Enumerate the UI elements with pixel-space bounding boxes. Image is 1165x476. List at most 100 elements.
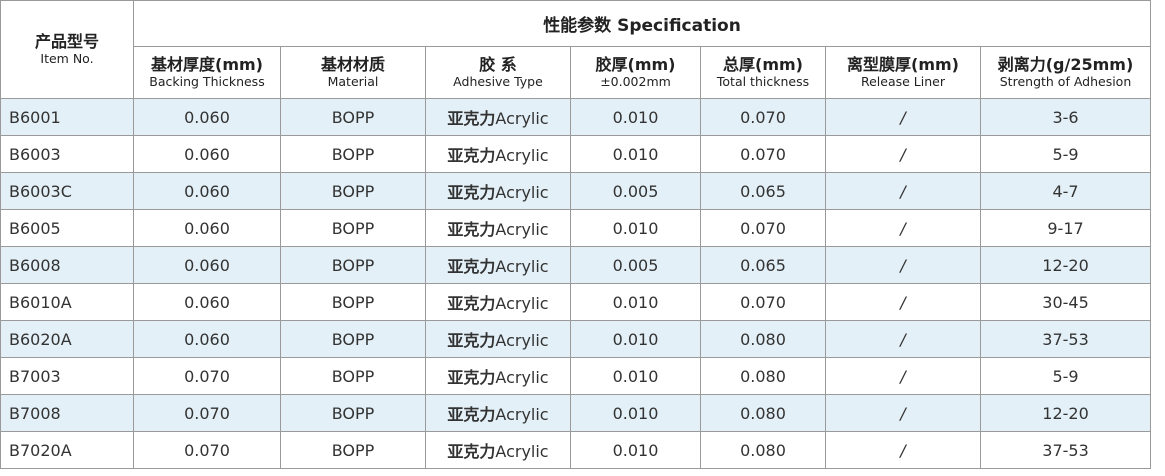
adhesive-cn: 亚克力 <box>447 257 496 276</box>
table-cell: B7020A <box>0 431 134 469</box>
table-cell: 亚克力Acrylic <box>425 209 571 247</box>
header-en: Adhesive Type <box>453 74 543 89</box>
table-row: B6020A 0.060 BOPP 亚克力Acrylic 0.010 0.080/37-5… <box>0 320 1152 358</box>
table-cell: 0.080 <box>700 357 826 395</box>
header-cn: 总厚(mm) <box>723 55 803 74</box>
table-row: B7003 0.070 BOPP 亚克力Acrylic 0.010 0.080/5-9 <box>0 357 1152 395</box>
adhesive-cn: 亚克力 <box>447 368 496 387</box>
item-header: 产品型号 Item No. <box>0 0 134 99</box>
table-row: B6003C 0.060 BOPP 亚克力Acrylic 0.005 0.065/4-7 <box>0 172 1152 210</box>
table-cell: 0.065 <box>700 172 826 210</box>
table-cell: 亚克力Acrylic <box>425 246 571 284</box>
table-cell: BOPP <box>280 431 426 469</box>
table-cell: BOPP <box>280 172 426 210</box>
table-cell: 0.010 <box>570 209 701 247</box>
table-cell: B6010A <box>0 283 134 321</box>
table-cell: 0.010 <box>570 320 701 358</box>
header-en: Backing Thickness <box>149 74 265 89</box>
table-cell: 37-53 <box>979 320 1152 358</box>
table-cell: / <box>825 431 981 469</box>
table-cell: 亚克力Acrylic <box>425 172 571 210</box>
adhesive-cn: 亚克力 <box>447 220 496 239</box>
table-cell: BOPP <box>280 246 426 284</box>
table-row: B7008 0.070 BOPP 亚克力Acrylic 0.010 0.080/12-20 <box>0 394 1152 432</box>
header-en: ±0.002mm <box>600 74 671 89</box>
adhesive-en: Acrylic <box>495 146 549 165</box>
header-cn: 基材厚度(mm) <box>151 55 263 74</box>
table-cell: 0.080 <box>700 431 826 469</box>
header-cn: 胶厚(mm) <box>595 55 676 74</box>
table-cell: 亚克力Acrylic <box>425 394 571 432</box>
adhesive-en: Acrylic <box>495 109 549 128</box>
table-row: B7020A 0.070 BOPP 亚克力Acrylic 0.010 0.080/37-5… <box>0 431 1152 469</box>
header-cn: 剥离力(g/25mm) <box>997 55 1134 74</box>
table-cell: 0.060 <box>133 283 281 321</box>
table-cell: 9-17 <box>979 209 1152 247</box>
table-cell: / <box>825 283 981 321</box>
table-cell: B7008 <box>0 394 134 432</box>
column-header: 基材材质 Material <box>280 46 426 99</box>
table-cell: / <box>825 172 981 210</box>
header-en: Total thickness <box>716 74 810 89</box>
table-cell: / <box>825 394 981 432</box>
adhesive-cn: 亚克力 <box>447 294 496 313</box>
spec-title: 性能参数 Specification <box>543 16 741 36</box>
table-cell: 0.010 <box>570 394 701 432</box>
column-header: 离型膜厚(mm) Release Liner <box>825 46 981 99</box>
column-header: 胶 系 Adhesive Type <box>425 46 571 99</box>
adhesive-cn: 亚克力 <box>447 146 496 165</box>
table-cell: BOPP <box>280 357 426 395</box>
table-cell: 0.080 <box>700 320 826 358</box>
table-cell: 0.070 <box>700 209 826 247</box>
table-cell: 0.060 <box>133 246 281 284</box>
table-cell: BOPP <box>280 283 426 321</box>
table-cell: B6008 <box>0 246 134 284</box>
adhesive-en: Acrylic <box>495 220 549 239</box>
table-cell: BOPP <box>280 394 426 432</box>
table-cell: 0.010 <box>570 283 701 321</box>
table-cell: B6005 <box>0 209 134 247</box>
table-cell: / <box>825 98 981 136</box>
header-row: 基材厚度(mm) Backing Thickness 基材材质 Material 胶 系… <box>1 46 1152 99</box>
table-cell: 亚克力Acrylic <box>425 431 571 469</box>
header-cn: 离型膜厚(mm) <box>847 55 959 74</box>
table-cell: 亚克力Acrylic <box>425 283 571 321</box>
table-header: 产品型号 Item No. 性能参数 Specification 基材厚度(mm… <box>0 0 1152 99</box>
spec-header: 性能参数 Specification <box>132 0 1152 47</box>
table-cell: BOPP <box>280 320 426 358</box>
header-en: Release Liner <box>860 74 945 89</box>
table-cell: 0.080 <box>700 394 826 432</box>
adhesive-en: Acrylic <box>495 442 549 461</box>
table-cell: 0.070 <box>133 357 281 395</box>
table-row: B6003 0.060 BOPP 亚克力Acrylic 0.010 0.070/5-9 <box>0 135 1152 173</box>
column-header: 基材厚度(mm) Backing Thickness <box>133 46 281 99</box>
column-header: 总厚(mm) Total thickness <box>700 46 826 99</box>
table-cell: 0.070 <box>133 394 281 432</box>
table-cell: 0.010 <box>570 135 701 173</box>
column-header: 剥离力(g/25mm) Strength of Adhesion <box>979 46 1152 99</box>
table-cell: B6020A <box>0 320 134 358</box>
header-cn: 胶 系 <box>479 55 517 74</box>
adhesive-cn: 亚克力 <box>447 405 496 424</box>
table-cell: 0.070 <box>700 98 826 136</box>
table-cell: 0.070 <box>133 431 281 469</box>
adhesive-en: Acrylic <box>495 257 549 276</box>
adhesive-en: Acrylic <box>495 294 549 313</box>
table-cell: 0.060 <box>133 98 281 136</box>
adhesive-cn: 亚克力 <box>447 331 496 350</box>
table-cell: 5-9 <box>979 357 1152 395</box>
table-row: B6010A 0.060 BOPP 亚克力Acrylic 0.010 0.070/30-4… <box>0 283 1152 321</box>
table-cell: 12-20 <box>979 394 1152 432</box>
table-cell: 亚克力Acrylic <box>425 320 571 358</box>
table-cell: 4-7 <box>979 172 1152 210</box>
table-row: B6008 0.060 BOPP 亚克力Acrylic 0.005 0.065/12-20 <box>0 246 1152 284</box>
table-cell: 5-9 <box>979 135 1152 173</box>
table-cell: 0.005 <box>570 172 701 210</box>
table-cell: BOPP <box>280 209 426 247</box>
header-row: 产品型号 Item No. 性能参数 Specification <box>0 0 1152 99</box>
adhesive-cn: 亚克力 <box>447 442 496 461</box>
table-row: B6001 0.060 BOPP 亚克力Acrylic 0.010 0.070/3-6 <box>0 98 1152 136</box>
table-cell: BOPP <box>280 135 426 173</box>
table-cell: 0.005 <box>570 246 701 284</box>
table-cell: / <box>825 357 981 395</box>
